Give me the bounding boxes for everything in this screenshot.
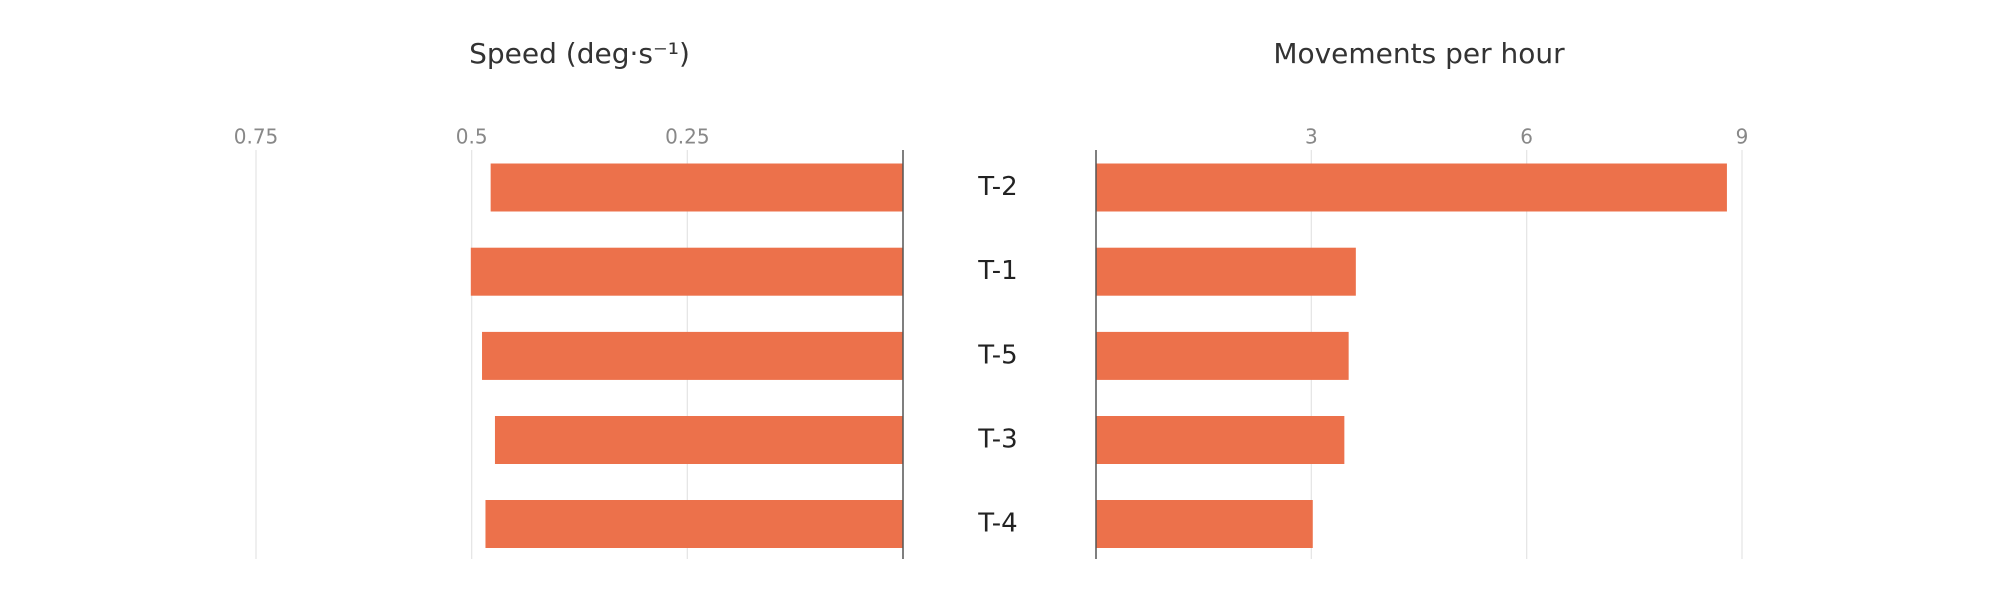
category-label: T-3 (977, 425, 1017, 455)
category-label: T-1 (977, 256, 1017, 286)
chart-title: Speed (deg·s⁻¹) (469, 37, 690, 70)
x-tick-label: 3 (1305, 125, 1318, 149)
x-tick-label: 0.25 (665, 125, 710, 149)
bar (1096, 416, 1345, 464)
bar (1096, 247, 1356, 296)
bar (494, 416, 903, 464)
bar (1096, 163, 1727, 212)
category-label: T-2 (977, 172, 1017, 202)
chart-title: Movements per hour (1273, 37, 1565, 70)
category-label: T-4 (977, 509, 1017, 539)
bar (482, 331, 903, 380)
x-tick-label: 0.5 (456, 125, 488, 149)
bar (470, 247, 903, 296)
bar (1096, 331, 1349, 380)
x-tick-label: 6 (1520, 125, 1533, 149)
bar (490, 163, 903, 212)
x-tick-label: 9 (1736, 125, 1749, 149)
bar (1096, 500, 1313, 548)
category-label: T-5 (977, 340, 1017, 370)
x-tick-label: 0.75 (234, 125, 279, 149)
bar (485, 500, 903, 548)
